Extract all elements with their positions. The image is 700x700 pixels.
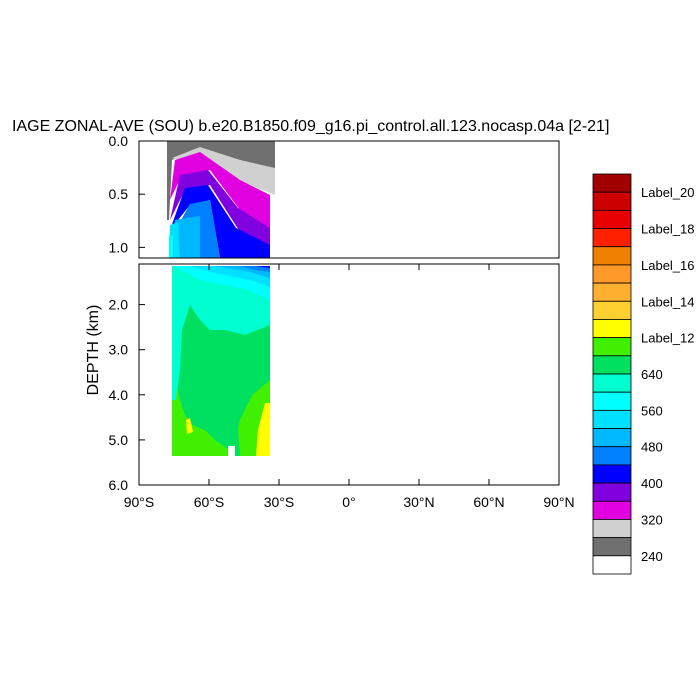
colorbar-box: [592, 300, 632, 320]
colorbar-label: Label_12: [641, 331, 695, 346]
lower-white-gap: [228, 446, 235, 456]
colorbar-label: Label_18: [641, 222, 695, 237]
colorbar-label: 560: [641, 403, 663, 418]
x-tick-label: 90°N: [543, 494, 574, 510]
colorbar-box: [592, 228, 632, 248]
x-tick-label: 30°N: [403, 494, 434, 510]
colorbar-label: Label_14: [641, 294, 695, 309]
colorbar-label: 400: [641, 476, 663, 491]
upper-dark-gray: [167, 141, 275, 220]
colorbar-box: [592, 500, 632, 520]
x-tick-label: 90°S: [124, 494, 155, 510]
lower-white-right: [270, 266, 278, 456]
colorbar-box: [592, 264, 632, 284]
colorbar-box: [592, 555, 632, 575]
upper-cyan: [169, 235, 173, 258]
upper-panel-frame: [138, 140, 560, 259]
chart-title: IAGE ZONAL-AVE (SOU) b.e20.B1850.f09_g16…: [12, 118, 609, 135]
colorbar-box: [592, 537, 632, 557]
colorbar-box: [592, 446, 632, 466]
colorbar-label: 240: [641, 549, 663, 564]
upper-purple: [170, 170, 270, 248]
colorbar-label: 480: [641, 440, 663, 455]
colorbar-box: [592, 209, 632, 229]
upper-y-tick-label: 0.5: [109, 186, 129, 202]
colorbar-box: [592, 355, 632, 375]
colorbar-label: 320: [641, 512, 663, 527]
colorbar-box: [592, 373, 632, 393]
x-tick-label: 60°S: [194, 494, 225, 510]
lower-yellow-a: [186, 418, 193, 434]
colorbar: Label_20 Label_18 Label_16 Label_14 Label_12…: [592, 173, 695, 575]
lower-panel-field: [172, 266, 278, 456]
colorbar-label: Label_20: [641, 185, 695, 200]
upper-light-gray: [172, 147, 275, 195]
colorbar-box: [592, 282, 632, 302]
lower-mid-blue: [240, 266, 270, 272]
lower-y-tick-label: 3.0: [109, 342, 129, 358]
colorbar-box: [592, 173, 632, 193]
colorbar-box: [592, 519, 632, 539]
upper-magenta: [170, 152, 270, 230]
lower-aquamarine: [172, 266, 270, 400]
colorbar-box: [592, 464, 632, 484]
lower-y-tick-label: 4.0: [109, 387, 129, 403]
upper-y-tick-label: 1.0: [109, 239, 129, 255]
upper-y-tick-label: 0.0: [109, 133, 129, 149]
colorbar-box: [592, 391, 632, 411]
colorbar-label: 640: [641, 367, 663, 382]
lower-y-tick-label: 5.0: [109, 432, 129, 448]
x-tick-label: 0°: [342, 494, 355, 510]
x-tick-label: 60°N: [473, 494, 504, 510]
upper-panel-field: [167, 141, 275, 258]
colorbar-box: [592, 482, 632, 502]
lower-y-tick-label: 6.0: [109, 477, 129, 493]
lower-blue: [255, 266, 270, 268]
x-tick-label: 30°S: [264, 494, 295, 510]
colorbar-box: [592, 319, 632, 339]
upper-mid-blue: [170, 200, 220, 258]
lower-yellow-b: [256, 403, 270, 456]
colorbar-box: [592, 428, 632, 448]
y-axis-label: DEPTH (km): [85, 305, 102, 396]
colorbar-label: Label_16: [641, 258, 695, 273]
axis-ticks: 90°S 60°S 30°S 0° 30°N 60°N 90°N 0.0 0.5 1.0 2.0 3.…: [109, 133, 575, 510]
colorbar-box: [592, 337, 632, 357]
lower-y-tick-label: 2.0: [109, 297, 129, 313]
colorbar-box: [592, 191, 632, 211]
colorbar-box: [592, 409, 632, 429]
colorbar-box: [592, 246, 632, 266]
